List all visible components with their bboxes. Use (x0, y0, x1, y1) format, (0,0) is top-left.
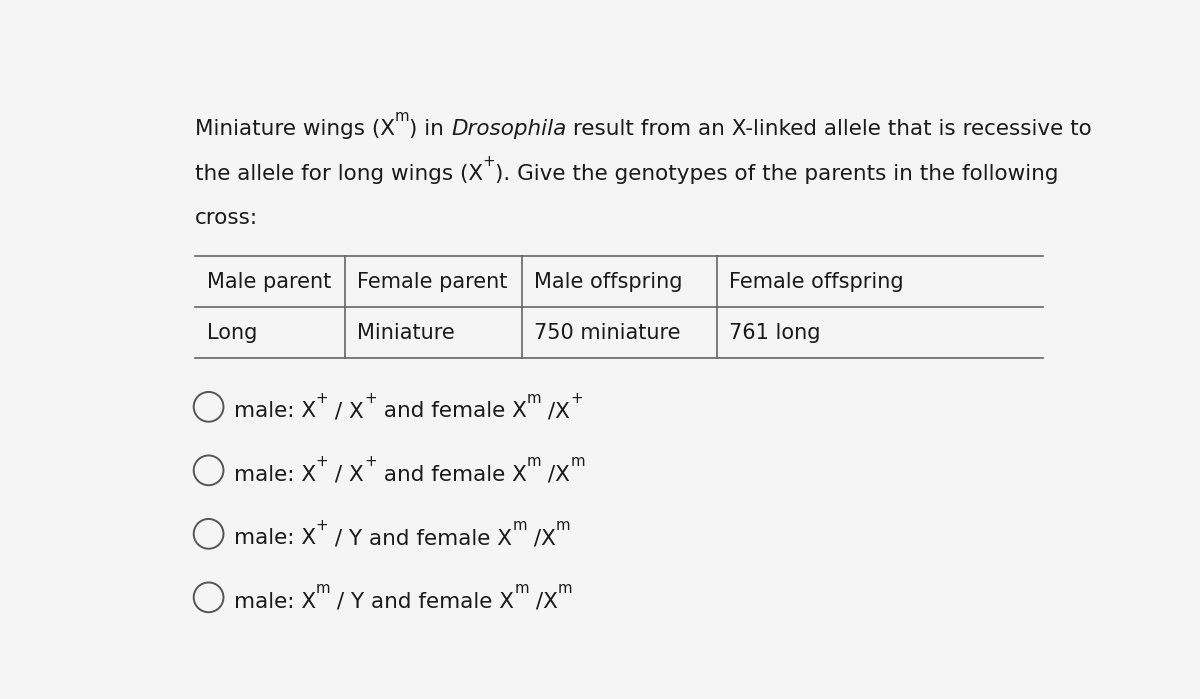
Text: male: X: male: X (234, 465, 316, 485)
Text: +: + (365, 454, 377, 469)
Text: and female X: and female X (377, 401, 527, 421)
Text: Miniature wings (X: Miniature wings (X (194, 119, 395, 139)
Text: 761 long: 761 long (730, 323, 821, 343)
Text: / Y and female X: / Y and female X (329, 528, 512, 549)
Text: ). Give the genotypes of the parents in the following: ). Give the genotypes of the parents in … (496, 164, 1058, 184)
Text: +: + (316, 454, 329, 469)
Text: +: + (365, 391, 377, 405)
Text: m: m (558, 581, 572, 596)
Text: male: X: male: X (234, 401, 316, 421)
Text: m: m (527, 391, 541, 405)
Text: +: + (316, 391, 329, 405)
Text: m: m (515, 581, 529, 596)
Text: male: X: male: X (234, 592, 316, 612)
Text: m: m (316, 581, 330, 596)
Text: Female offspring: Female offspring (730, 272, 904, 291)
Text: /X: /X (541, 401, 570, 421)
Text: Miniature: Miniature (358, 323, 455, 343)
Text: cross:: cross: (194, 208, 258, 228)
Text: male: X: male: X (234, 528, 316, 549)
Text: Long: Long (206, 323, 257, 343)
Text: Drosophila: Drosophila (451, 119, 566, 139)
Text: 750 miniature: 750 miniature (534, 323, 680, 343)
Text: Male offspring: Male offspring (534, 272, 683, 291)
Text: result from an X-linked allele that is recessive to: result from an X-linked allele that is r… (566, 119, 1092, 139)
Text: the allele for long wings (X: the allele for long wings (X (194, 164, 482, 184)
Text: / Y and female X: / Y and female X (330, 592, 515, 612)
Text: m: m (570, 454, 584, 469)
Text: / X: / X (329, 465, 365, 485)
Text: /X: /X (541, 465, 570, 485)
Text: m: m (556, 518, 570, 533)
Text: m: m (512, 518, 527, 533)
Text: +: + (482, 154, 496, 169)
Text: ) in: ) in (409, 119, 451, 139)
Text: /X: /X (529, 592, 558, 612)
Text: +: + (316, 518, 329, 533)
Text: and female X: and female X (377, 465, 527, 485)
Text: m: m (527, 454, 541, 469)
Text: Female parent: Female parent (358, 272, 508, 291)
Text: /X: /X (527, 528, 556, 549)
Text: Male parent: Male parent (206, 272, 331, 291)
Text: / X: / X (329, 401, 365, 421)
Text: +: + (570, 391, 583, 405)
Text: m: m (395, 109, 409, 124)
